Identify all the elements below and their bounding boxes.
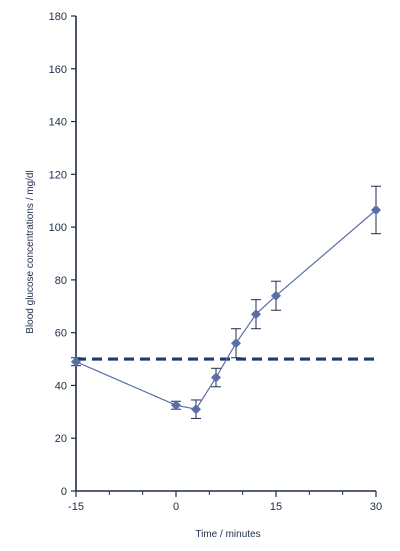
y-tick-label: 20 [55,433,67,445]
y-tick-label: 60 [55,328,67,340]
x-tick-label: -15 [68,501,84,513]
y-axis-title: Blood glucose concentrations / mg/dl [25,170,36,333]
data-point [251,309,261,320]
data-point [371,204,381,215]
data-point [231,338,241,349]
data-point [191,404,201,415]
y-tick-label: 0 [61,486,67,498]
data-point [71,356,81,367]
y-tick-label: 180 [49,11,67,23]
data-point [211,372,221,383]
y-tick-label: 40 [55,380,67,392]
x-tick-label: 30 [370,501,382,513]
y-tick-label: 120 [49,169,67,181]
x-tick-label: 0 [173,501,179,513]
y-tick-label: 140 [49,117,67,129]
x-tick-label: 15 [270,501,282,513]
series-group [71,185,381,419]
data-point [171,400,181,411]
y-tick-label: 160 [49,64,67,76]
data-point [271,290,281,301]
y-tick-label: 100 [49,222,67,234]
x-axis-title: Time / minutes [195,529,260,540]
series-line [75,209,377,410]
y-tick-label: 80 [55,275,67,287]
